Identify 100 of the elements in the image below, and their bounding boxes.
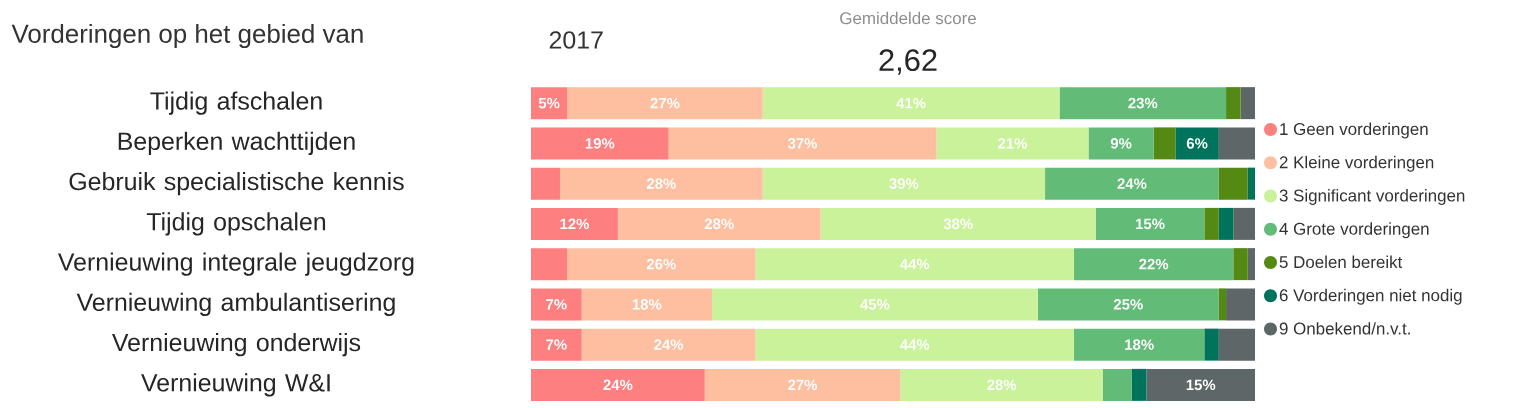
data-label: 7% [546,299,567,310]
data-label: 9% [1110,138,1132,149]
bar [1146,368,1256,401]
bar [712,288,1038,321]
bar [1233,248,1248,281]
data-label: 15% [1186,379,1216,391]
bar [1218,328,1256,361]
bar [755,328,1075,361]
bar [936,127,1089,160]
bar [531,328,582,361]
data-label: 22% [1139,258,1169,270]
data-label: 44% [900,258,930,270]
data-label: 27% [788,379,818,391]
legend-label: 6 Vorderingen niet nodig [1279,288,1462,305]
legend-label: 5 Doelen bereikt [1279,255,1403,269]
bar [1074,328,1205,361]
text: Vorderingen op het gebied van [11,23,363,49]
data-label: 12% [560,218,590,230]
data-label: 18% [1125,339,1154,350]
data-label: 23% [1128,97,1158,109]
bar [1226,87,1241,120]
data-label: 18% [632,299,662,310]
y-tick-label: Vernieuwing onderwijs [111,333,361,357]
bar [1240,87,1256,120]
data-label: 28% [704,218,734,230]
bar [581,288,713,321]
y-tick-label: Vernieuwing integrale jeugdzorg [57,252,414,276]
bar [1218,288,1227,321]
bar [1153,127,1176,160]
bar [1095,207,1205,240]
bar [1175,127,1219,160]
bar [704,368,901,401]
data-label: 39% [889,178,919,189]
bar [1247,248,1256,281]
bar [1059,87,1227,120]
y-tick-label: Tijdig opschalen [146,212,326,236]
y-tick-label: Gebruik specialistische kennis [69,172,404,196]
bar [559,167,763,200]
data-label: 15% [1136,218,1165,230]
data-label: 27% [650,97,680,109]
y-tick-label: Vernieuwing W&I [141,373,330,397]
bar [762,167,1046,200]
data-label: 6% [1186,138,1208,149]
legend-label: 9 Onbekend/n.v.t. [1279,322,1410,335]
data-label: 37% [787,138,818,149]
legend-label: 4 Grote vorderingen [1279,222,1429,239]
bar [1045,167,1219,200]
bar [668,127,937,160]
data-label: 38% [943,218,973,230]
bar [531,248,568,281]
bar [1204,328,1219,361]
chart-subtitle: 2017 [549,31,603,49]
bar [1218,167,1248,200]
data-label: 28% [646,178,676,189]
data-label: 24% [1117,178,1147,189]
bar [567,248,756,281]
bar [1088,127,1154,160]
bar [1247,167,1256,200]
bar [531,167,560,200]
data-label: 24% [654,339,684,350]
bar [581,328,756,361]
legend-label: 2 Kleine vorderingen [1279,155,1434,172]
bar [1102,368,1132,401]
bar [531,288,582,321]
data-label: 24% [603,379,633,391]
bar [531,368,705,401]
bar [755,248,1075,281]
data-label: 26% [646,258,676,270]
data-label: 44% [900,339,930,350]
bar [567,87,763,120]
y-tick-label: Tijdig afschalen [150,91,322,115]
bar [1218,127,1256,160]
bar [1037,288,1219,321]
bar [531,87,568,120]
text: 2,62 [879,49,937,75]
data-label: 5% [538,97,560,109]
y-tick-label: Vernieuwing ambulantisering [76,292,395,316]
bar [762,87,1060,120]
data-label: 41% [896,97,926,109]
bar [820,207,1096,240]
bar [1226,288,1256,321]
bar [1074,248,1234,281]
legend-label: 3 Significant vorderingen [1279,189,1465,205]
bar [531,127,669,160]
bar [1131,368,1147,401]
bar [1218,207,1234,240]
data-label: 7% [546,339,567,350]
bar [617,207,821,240]
data-label: 28% [987,379,1017,391]
text: Gemiddelde score [840,11,976,25]
bar [531,207,618,240]
bar [1233,207,1256,240]
data-label: 25% [1113,299,1143,310]
bar [900,368,1103,401]
y-tick-label: Beperken wachttijden [118,131,355,155]
data-label: 19% [585,138,615,149]
legend-label: 1 Geen vorderingen [1280,122,1428,139]
data-label: 45% [860,299,890,310]
data-label: 21% [998,138,1028,149]
bar [1204,207,1219,240]
